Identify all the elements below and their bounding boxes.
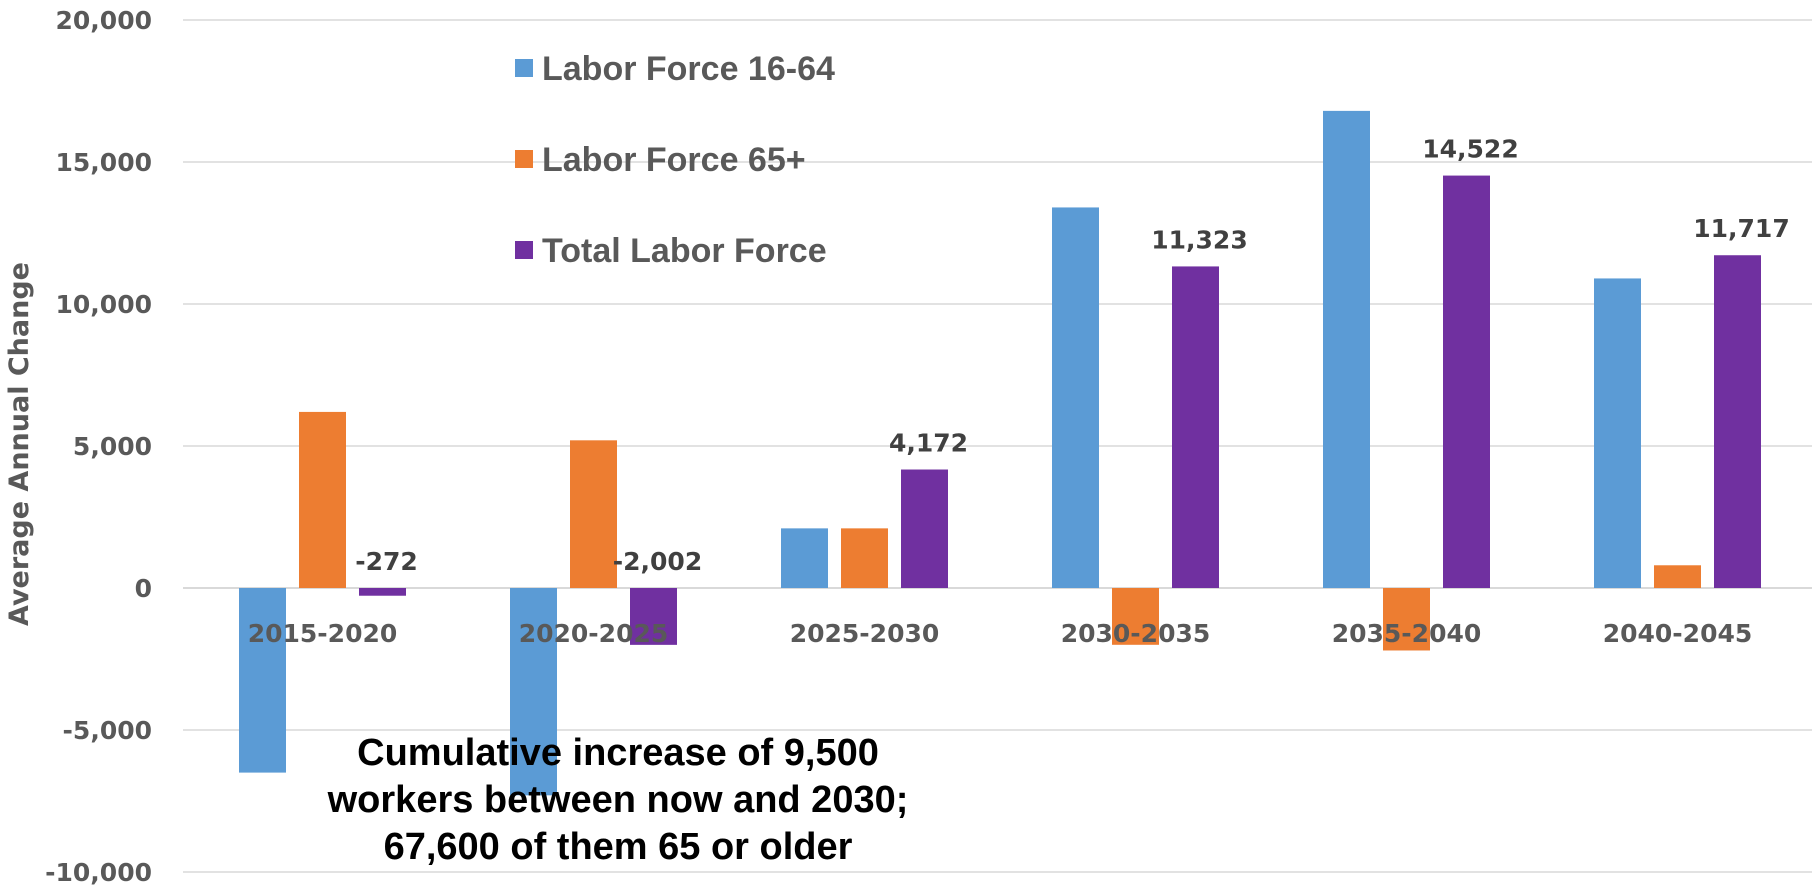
legend-label: Labor Force 65+ <box>542 141 806 179</box>
y-axis-title: Average Annual Change <box>4 262 35 626</box>
data-label-total: 11,717 <box>1693 214 1789 243</box>
bar-labor-force-65--2020-2025 <box>570 440 617 588</box>
y-tick-label: 10,000 <box>56 290 152 319</box>
category-label: 2015-2020 <box>248 619 398 648</box>
y-tick-label: -5,000 <box>63 716 152 745</box>
data-labels: -272 -2,002 4,172 11,323 14,522 11,717 <box>355 135 1790 576</box>
bar-labor-force-16-64-2025-2030 <box>781 528 828 588</box>
legend-label: Labor Force 16-64 <box>542 50 835 88</box>
data-label-total: -272 <box>355 547 418 576</box>
bar-total-labor-force-2025-2030 <box>901 469 948 588</box>
legend-label: Total Labor Force <box>542 232 827 270</box>
category-label: 2020-2025 <box>519 619 669 648</box>
category-label: 2030-2035 <box>1061 619 1211 648</box>
bar-total-labor-force-2015-2020 <box>359 588 406 596</box>
bars <box>239 110 1761 796</box>
bar-labor-force-16-64-2035-2040 <box>1323 110 1370 588</box>
legend-swatch <box>515 59 533 77</box>
bar-labor-force-65--2030-2035 <box>1112 588 1159 645</box>
category-labels: 2015-2020 2020-2025 2025-2030 2030-2035 2035… <box>248 619 1753 648</box>
category-label: 2040-2045 <box>1603 619 1753 648</box>
annotation-line: 67,600 of them 65 or older <box>384 826 853 868</box>
bar-labor-force-65--2040-2045 <box>1654 565 1701 588</box>
category-label: 2035-2040 <box>1332 619 1482 648</box>
bar-labor-force-65--2025-2030 <box>841 528 888 588</box>
bar-total-labor-force-2030-2035 <box>1172 266 1219 588</box>
legend-swatch <box>515 241 533 259</box>
data-label-total: 4,172 <box>889 429 968 458</box>
annotation-line: Cumulative increase of 9,500 <box>357 732 879 774</box>
y-tick-label: 5,000 <box>73 432 152 461</box>
category-label: 2025-2030 <box>790 619 940 648</box>
gridlines <box>183 19 1812 873</box>
bar-total-labor-force-2040-2045 <box>1714 255 1761 589</box>
y-axis-ticks: -10,000 -5,000 0 5,000 10,000 15,000 20,000 <box>45 6 152 887</box>
y-tick-label: -10,000 <box>45 858 152 887</box>
y-tick-label: 0 <box>135 574 152 603</box>
data-label-total: -2,002 <box>613 547 702 576</box>
bar-total-labor-force-2020-2025 <box>630 588 677 645</box>
bar-labor-force-16-64-2020-2025 <box>510 588 557 796</box>
legend: Labor Force 16-64 Labor Force 65+ Total La… <box>515 50 835 270</box>
bar-labor-force-65--2015-2020 <box>299 411 346 588</box>
bar-labor-force-16-64-2040-2045 <box>1594 278 1641 588</box>
data-label-total: 14,522 <box>1422 135 1518 164</box>
y-tick-label: 20,000 <box>56 6 152 35</box>
bar-labor-force-16-64-2030-2035 <box>1052 207 1099 588</box>
legend-swatch <box>515 150 533 168</box>
data-label-total: 11,323 <box>1151 225 1247 254</box>
annotation: Cumulative increase of 9,500 workers betw… <box>327 732 909 868</box>
bar-labor-force-16-64-2015-2020 <box>239 588 286 773</box>
y-tick-label: 15,000 <box>56 148 152 177</box>
annotation-line: workers between now and 2030; <box>327 779 909 821</box>
bar-total-labor-force-2035-2040 <box>1443 175 1490 588</box>
bar-labor-force-65--2035-2040 <box>1383 588 1430 651</box>
